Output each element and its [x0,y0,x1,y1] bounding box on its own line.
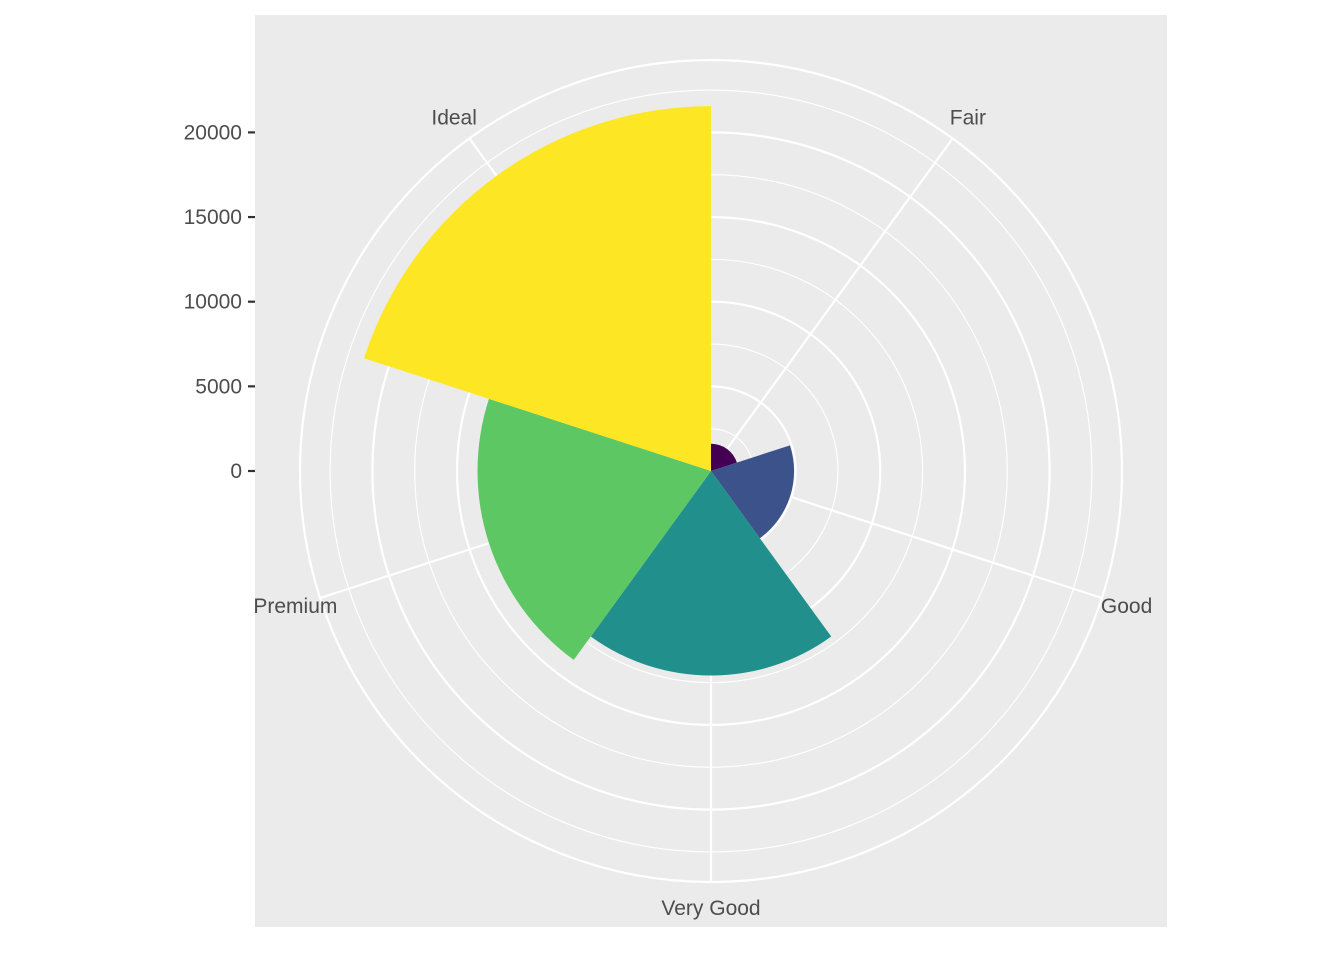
radial-axis: 0 5000 10000 15000 20000 [184,121,255,483]
category-label: Ideal [431,106,477,129]
bar-very-good [590,471,832,676]
bar-fair [711,443,737,471]
category-label: Fair [950,106,986,129]
bar-ideal [364,106,711,471]
category-label: Good [1101,595,1152,618]
grid-spoke-fair [710,137,954,472]
category-label: Premium [253,595,337,618]
y-tick-label: 10000 [184,291,242,314]
y-tick-label: 15000 [184,206,242,229]
category-labels: Fair Good Very Good Premium Ideal [253,106,1152,920]
bar-layer [364,106,832,676]
y-tick-label: 0 [230,460,242,483]
bar-good [711,445,795,539]
y-tick-label: 20000 [184,121,242,144]
bar-premium [477,398,711,660]
category-label: Very Good [661,897,760,920]
y-tick-label: 5000 [195,375,242,398]
